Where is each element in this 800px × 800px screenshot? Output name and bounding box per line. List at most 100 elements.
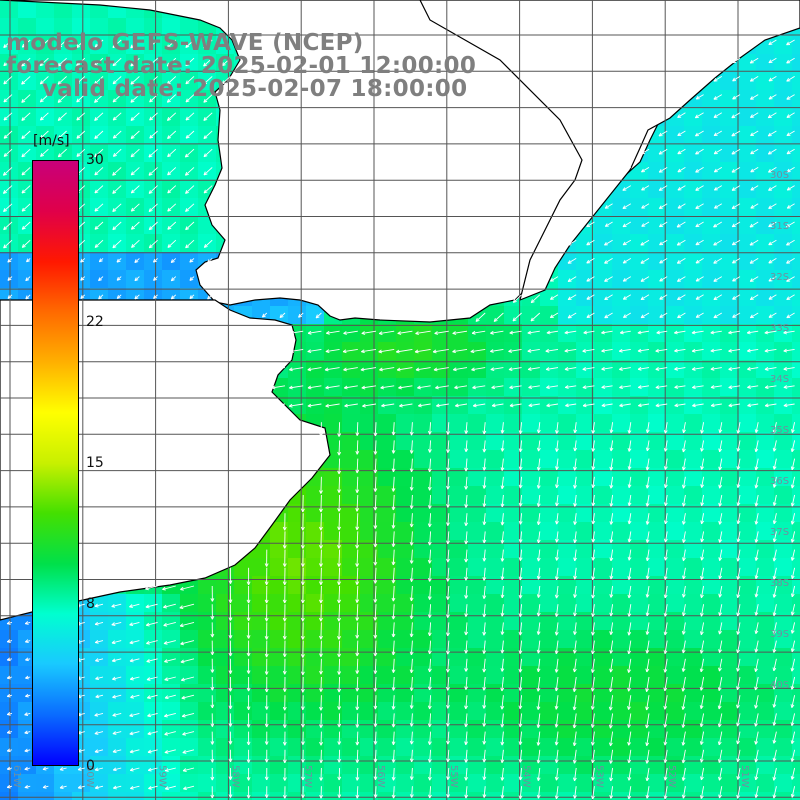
speed-cell [162,612,181,631]
speed-cell [324,774,343,793]
speed-cell [738,72,757,91]
speed-cell [126,756,145,775]
speed-cell [738,486,757,505]
speed-cell [378,414,397,433]
speed-cell [522,738,541,757]
speed-cell [594,414,613,433]
latitude-label: 34S [770,374,789,385]
speed-cell [18,162,37,181]
speed-cell [666,666,685,685]
speed-cell [756,702,775,721]
speed-cell [792,702,800,721]
speed-cell [666,774,685,793]
speed-cell [486,720,505,739]
speed-cell [666,576,685,595]
speed-cell [612,288,631,307]
speed-cell [774,360,793,379]
speed-cell [720,774,739,793]
speed-cell [684,684,703,703]
speed-cell [126,666,145,685]
speed-cell [162,18,181,37]
speed-cell [36,72,55,91]
speed-cell [324,594,343,613]
speed-cell [702,90,721,109]
speed-cell [486,738,505,757]
speed-cell [432,576,451,595]
speed-cell [198,666,217,685]
speed-cell [540,702,559,721]
speed-cell [738,612,757,631]
speed-cell [774,72,793,91]
speed-cell [306,630,325,649]
speed-cell [612,630,631,649]
speed-cell [558,324,577,343]
speed-cell [486,558,505,577]
speed-cell [720,72,739,91]
latitude-label: 35S [770,425,789,436]
speed-cell [450,576,469,595]
speed-cell [648,792,667,800]
speed-cell [18,612,37,631]
speed-cell [756,288,775,307]
speed-cell [756,144,775,163]
speed-cell [720,108,739,127]
speed-cell [576,558,595,577]
speed-cell [576,432,595,451]
speed-cell [774,378,793,397]
speed-cell [684,792,703,800]
speed-cell [630,216,649,235]
speed-cell [558,720,577,739]
speed-cell [180,180,199,199]
speed-cell [252,684,271,703]
speed-cell [468,486,487,505]
speed-cell [648,450,667,469]
speed-cell [540,756,559,775]
speed-cell [738,342,757,361]
speed-cell [270,522,289,541]
speed-cell [18,144,37,163]
speed-cell [666,414,685,433]
speed-cell [0,630,19,649]
speed-cell [108,774,127,793]
speed-cell [432,504,451,523]
speed-cell [432,630,451,649]
speed-cell [774,306,793,325]
speed-cell [504,468,523,487]
speed-cell [90,108,109,127]
speed-cell [720,756,739,775]
speed-cell [306,594,325,613]
speed-cell [774,558,793,577]
speed-cell [0,144,19,163]
speed-cell [0,72,19,91]
speed-cell [576,414,595,433]
speed-cell [756,108,775,127]
speed-cell [630,234,649,253]
speed-cell [540,684,559,703]
speed-cell [72,144,91,163]
speed-cell [90,54,109,73]
speed-cell [108,720,127,739]
speed-cell [18,738,37,757]
speed-cell [270,594,289,613]
speed-cell [594,234,613,253]
speed-cell [576,486,595,505]
longitude-label: 55W [448,765,459,788]
speed-cell [162,216,181,235]
speed-cell [252,648,271,667]
speed-cell [306,612,325,631]
speed-cell [594,504,613,523]
speed-cell [342,360,361,379]
speed-cell [630,630,649,649]
speed-cell [126,108,145,127]
longitude-label: 61W [11,765,22,788]
speed-cell [414,342,433,361]
speed-cell [630,180,649,199]
speed-cell [144,630,163,649]
speed-cell [738,666,757,685]
speed-cell [504,306,523,325]
speed-cell [702,414,721,433]
speed-cell [288,558,307,577]
speed-cell [612,594,631,613]
speed-cell [180,774,199,793]
